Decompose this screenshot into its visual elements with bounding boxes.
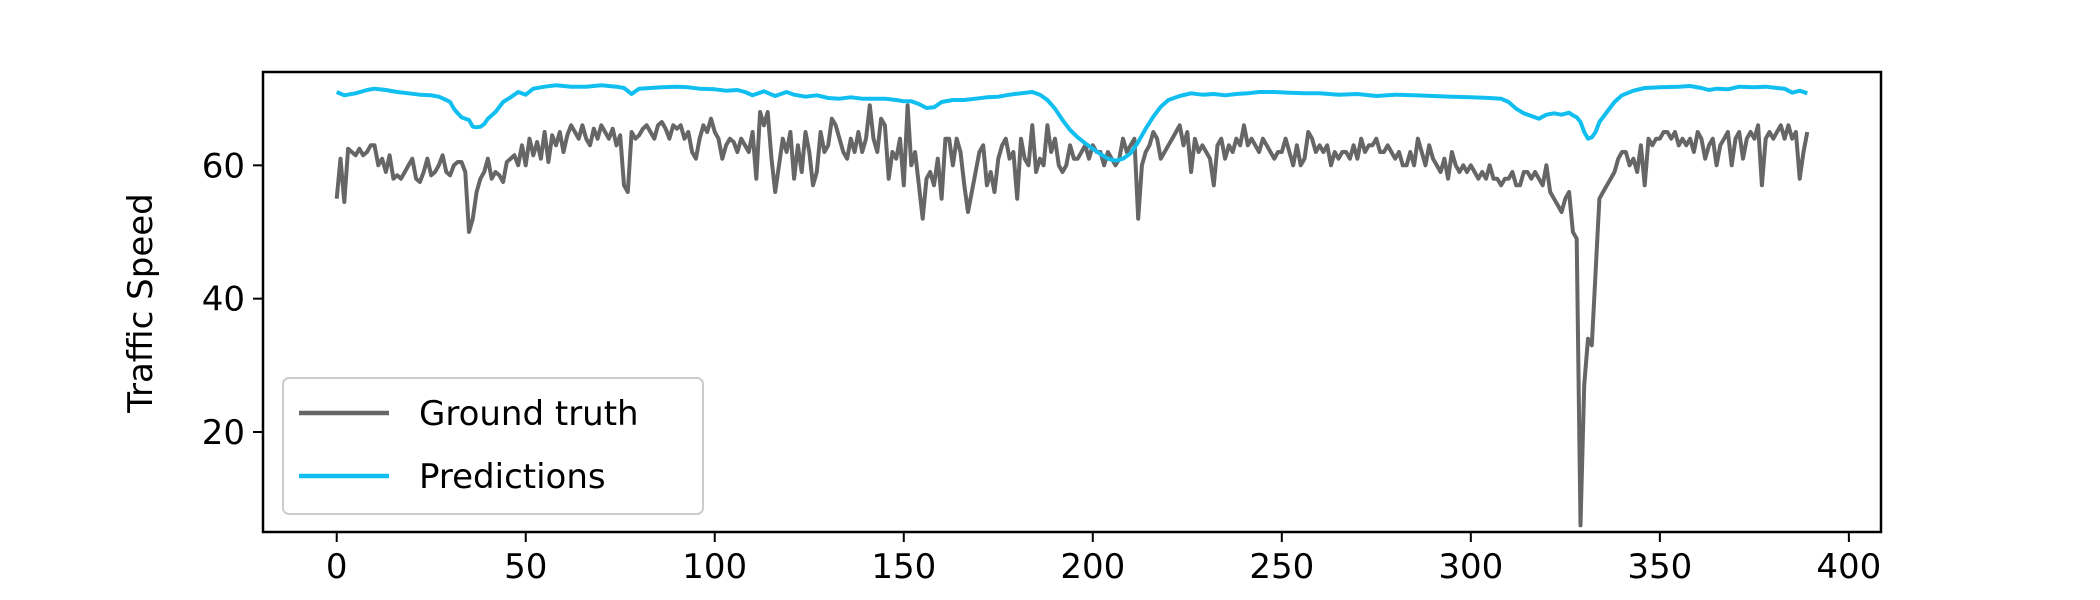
plot-lines bbox=[334, 83, 1810, 528]
series-line-ground-truth bbox=[334, 103, 1810, 528]
legend: Ground truth Predictions bbox=[282, 377, 704, 515]
x-tick-label: 300 bbox=[1438, 547, 1503, 587]
legend-label: Predictions bbox=[419, 457, 606, 497]
y-tick-label: 40 bbox=[202, 280, 245, 320]
y-axis-label: Traffic Speed bbox=[121, 193, 161, 414]
y-tick-label: 20 bbox=[202, 413, 245, 453]
x-tick-label: 250 bbox=[1249, 547, 1314, 587]
axes-frame bbox=[261, 70, 1883, 534]
x-tick-label: 100 bbox=[682, 547, 747, 587]
x-tick-label: 350 bbox=[1627, 547, 1692, 587]
x-tick-label: 50 bbox=[504, 547, 547, 587]
x-tick-label: 400 bbox=[1816, 547, 1881, 587]
x-tick-label: 200 bbox=[1060, 547, 1125, 587]
series-line-predictions bbox=[335, 83, 1808, 163]
x-axis-ticks: 0 50 100 150 200 250 300 350 400 bbox=[326, 532, 1881, 587]
x-tick-label: 0 bbox=[326, 547, 348, 587]
x-tick-label: 150 bbox=[871, 547, 936, 587]
legend-label: Ground truth bbox=[419, 394, 639, 434]
y-axis-ticks: 20 40 60 bbox=[202, 146, 263, 453]
y-tick-label: 60 bbox=[202, 146, 245, 186]
